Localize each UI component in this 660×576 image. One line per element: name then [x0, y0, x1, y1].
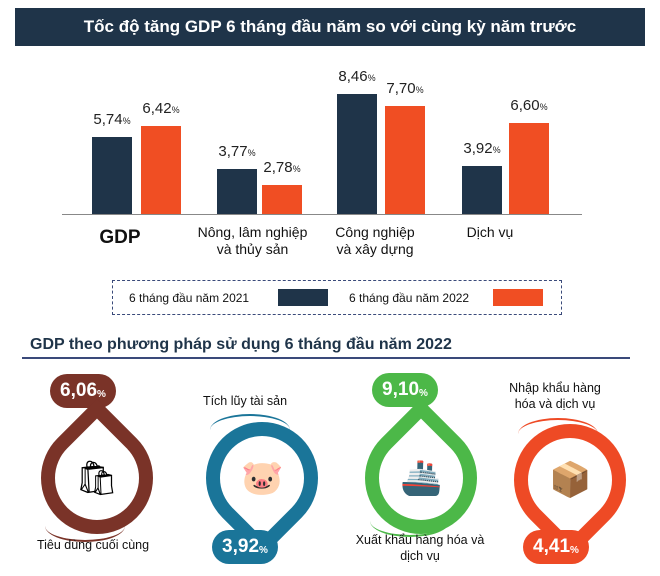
legend-swatch-2021: [278, 289, 328, 306]
value-pill-accumulation: 3,92%: [212, 530, 278, 564]
piggy-bank-icon: 🐷: [240, 459, 284, 497]
section-title: GDP theo phương pháp sử dụng 6 tháng đầu…: [30, 336, 452, 353]
label-export: Xuất khẩu hàng hóa và dịch vụ: [355, 533, 485, 563]
data-label: 2,78%: [247, 159, 317, 176]
arc: [45, 510, 125, 542]
legend-label-2022: 6 tháng đầu năm 2022: [349, 291, 470, 305]
data-label-unit: %: [292, 163, 301, 174]
data-label-unit: %: [367, 72, 376, 83]
data-label: 6,42%: [126, 100, 196, 117]
data-label: 3,77%: [202, 143, 272, 160]
data-label-unit: %: [247, 147, 256, 158]
unit: %: [570, 544, 579, 556]
scale-boxes-icon: 📦: [548, 461, 592, 499]
data-label: 5,74%: [77, 111, 147, 128]
data-label: 6,60%: [494, 97, 564, 114]
category-label: GDP: [99, 227, 141, 248]
data-label-value: 3,77: [218, 142, 248, 160]
data-label-value: 5,74: [93, 111, 123, 129]
unit: %: [259, 544, 268, 556]
bar: [92, 137, 132, 214]
cargo-ship-icon: 🚢: [399, 459, 443, 497]
data-label-unit: %: [122, 116, 131, 127]
data-label: 3,92%: [447, 140, 517, 157]
value-text: 4,41: [533, 536, 571, 557]
category-label: Nông, lâm nghiệp và thủy sản: [197, 224, 308, 257]
bar: [141, 126, 181, 214]
category-label: Dịch vụ: [466, 224, 514, 240]
x-axis: [62, 214, 582, 215]
unit: %: [419, 387, 428, 399]
value-text: 9,10: [382, 379, 420, 400]
value-pill-consumption: 6,06%: [50, 374, 116, 408]
value-pill-import: 4,41%: [523, 530, 589, 564]
label-import: Nhập khẩu hàng hóa và dịch vụ: [509, 381, 601, 411]
shopping-bag-icon: 🛍: [75, 459, 119, 498]
chart-title: Tốc độ tăng GDP 6 tháng đầu năm so với c…: [15, 8, 645, 46]
category-label: Công nghiệp và xây dựng: [335, 224, 415, 257]
arc: [518, 418, 598, 450]
bar: [462, 166, 502, 214]
data-label-value: 3,92: [463, 140, 493, 158]
data-label-unit: %: [171, 105, 180, 116]
bar: [217, 168, 257, 214]
value-text: 3,92: [222, 536, 260, 557]
divider: [22, 357, 630, 359]
data-label-unit: %: [539, 102, 548, 113]
data-label-value: 2,78: [263, 158, 293, 176]
bar: [262, 184, 302, 214]
data-label: 7,70%: [370, 80, 440, 97]
legend-label-2021: 6 tháng đầu năm 2021: [129, 291, 250, 305]
unit: %: [97, 388, 106, 400]
value-pill-export: 9,10%: [372, 373, 438, 407]
bar: [509, 123, 549, 214]
data-label-value: 6,60: [510, 97, 540, 115]
bar: [385, 105, 425, 214]
data-label-unit: %: [492, 145, 501, 156]
data-label-value: 6,42: [142, 100, 172, 118]
arc: [210, 414, 290, 446]
arc: [370, 505, 450, 537]
value-text: 6,06: [60, 380, 98, 401]
label-consumption: Tiêu dùng cuối cùng: [36, 538, 150, 552]
data-label-value: 8,46: [338, 67, 368, 85]
label-accumulation: Tích lũy tài sản: [202, 394, 288, 408]
legend-swatch-2022: [493, 289, 543, 306]
data-label-value: 7,70: [386, 79, 416, 97]
bar: [337, 93, 377, 214]
data-label: 8,46%: [322, 68, 392, 85]
data-label-unit: %: [415, 84, 424, 95]
legend: 6 tháng đầu năm 2021 6 tháng đầu năm 202…: [112, 280, 562, 315]
